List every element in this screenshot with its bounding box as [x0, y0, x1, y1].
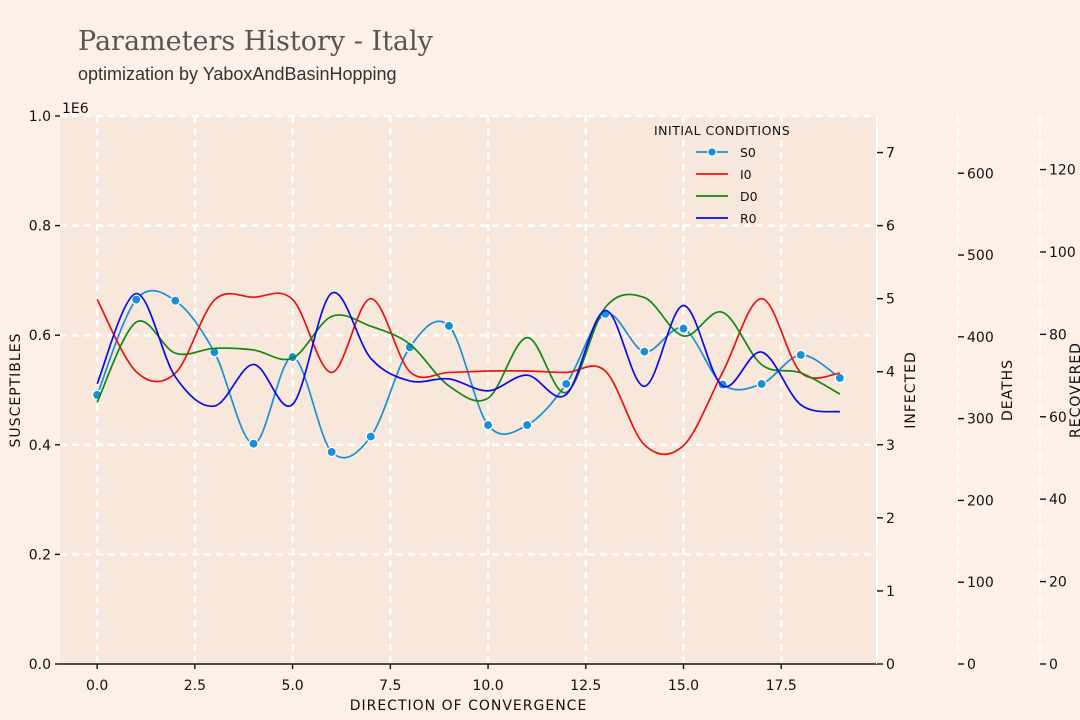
series-s0-point — [834, 372, 846, 384]
y-infected-tick-label: 3 — [886, 438, 895, 454]
series-r0 — [96, 291, 841, 413]
y-left-axis-label: SUSCEPTIBLES — [8, 333, 24, 448]
y-recovered-tick-label: 40 — [1049, 492, 1067, 508]
y-recovered-tick-label: 120 — [1049, 163, 1076, 179]
x-tick-label: 17.5 — [766, 678, 797, 694]
y-infected-tick-label: 5 — [886, 292, 895, 308]
x-tick-label: 2.5 — [184, 678, 206, 694]
y-deaths-tick-label: 0 — [967, 657, 976, 673]
x-tick-label: 5.0 — [281, 678, 303, 694]
legend-item-s0: S0 — [696, 145, 756, 160]
series-s0-point — [365, 431, 377, 442]
series-i0 — [96, 292, 840, 456]
series-s0-point — [326, 446, 337, 458]
series-s0-point — [170, 295, 181, 306]
y-infected-tick-label: 7 — [886, 146, 895, 162]
y-deaths-tick-label: 200 — [967, 493, 994, 509]
y-left-tick-label: 0.2 — [29, 547, 51, 563]
y-left-tick-label: 0.6 — [29, 328, 51, 344]
y-left-tick-label: 0.0 — [29, 657, 51, 673]
y-recovered-tick-label: 0 — [1049, 657, 1058, 673]
y-infected-tick-label: 1 — [886, 584, 895, 600]
y-infected-tick-label: 0 — [886, 657, 895, 673]
y-recovered-axis-label: RECOVERED — [1068, 342, 1080, 438]
series-s0-point — [248, 438, 259, 449]
x-axis-label: DIRECTION OF CONVERGENCE — [350, 698, 588, 714]
y-left-multiplier: 1E6 — [62, 101, 89, 117]
series-s0-point — [521, 419, 533, 431]
y-infected-tick-label: 2 — [886, 511, 895, 527]
chart-title: Parameters History - Italy — [78, 26, 433, 57]
y-recovered-tick-label: 80 — [1049, 327, 1067, 343]
legend: INITIAL CONDITIONS S0 I0 D0 R0 — [654, 123, 790, 226]
legend-label: S0 — [740, 145, 756, 160]
y-left-tick-label: 0.8 — [29, 219, 51, 235]
legend-item-r0: R0 — [696, 211, 757, 226]
series-s0-point — [443, 320, 455, 332]
legend-item-d0: D0 — [696, 189, 758, 204]
y-infected-tick-label: 4 — [886, 365, 895, 381]
series-s0-point — [795, 349, 807, 361]
y-recovered-tick-label: 60 — [1049, 410, 1067, 426]
legend-marker — [707, 147, 717, 157]
series-s0-point — [560, 378, 572, 390]
series-d0 — [96, 293, 841, 403]
legend-label: D0 — [740, 189, 758, 204]
series-d0-line — [96, 293, 841, 403]
legend-label: I0 — [740, 167, 752, 182]
legend-title: INITIAL CONDITIONS — [654, 123, 790, 138]
y-infected-axis-label: INFECTED — [903, 351, 919, 428]
legend-item-i0: I0 — [696, 167, 752, 182]
y-deaths-axis-label: DEATHS — [1000, 359, 1016, 421]
series-s0-point — [639, 346, 650, 357]
series-r0-line — [96, 291, 841, 413]
x-tick-label: 12.5 — [570, 678, 601, 694]
x-tick-label: 15.0 — [668, 678, 699, 694]
y-deaths-tick-label: 500 — [967, 248, 994, 264]
y-infected-tick-label: 6 — [886, 219, 895, 235]
legend-label: R0 — [740, 211, 757, 226]
y-deaths-tick-label: 600 — [967, 166, 994, 182]
y-recovered-tick-label: 20 — [1049, 575, 1067, 591]
series-layer — [91, 289, 846, 459]
series-s0 — [91, 289, 846, 459]
series-s0-point — [482, 419, 494, 431]
series-s0-point — [678, 323, 689, 334]
x-tick-label: 0.0 — [86, 678, 108, 694]
y-left-tick-label: 1.0 — [29, 109, 51, 125]
chart-subtitle: optimization by YaboxAndBasinHopping — [78, 64, 397, 84]
series-s0-point — [130, 294, 142, 305]
series-i0-line — [96, 292, 840, 456]
y-deaths-tick-label: 100 — [967, 575, 994, 591]
y-deaths-tick-label: 400 — [967, 330, 994, 346]
y-recovered-tick-label: 100 — [1049, 245, 1076, 261]
series-s0-point — [756, 378, 767, 390]
y-left-tick-label: 0.4 — [29, 438, 51, 454]
x-tick-label: 7.5 — [379, 678, 401, 694]
y-deaths-tick-label: 300 — [967, 412, 994, 428]
x-tick-label: 10.0 — [472, 678, 503, 694]
